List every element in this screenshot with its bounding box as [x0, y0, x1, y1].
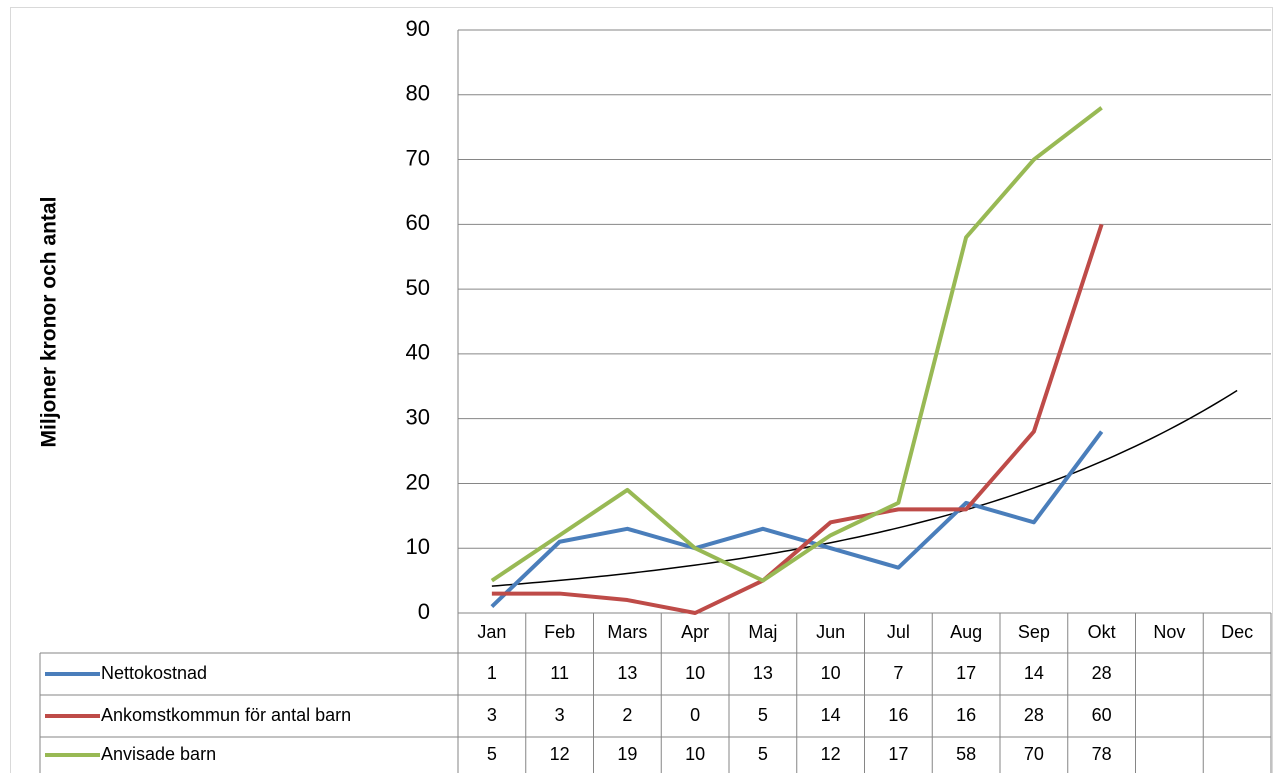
- table-value: 12: [550, 744, 570, 764]
- table-value: 28: [1092, 663, 1112, 683]
- y-tick-label: 30: [406, 404, 430, 429]
- y-tick-label: 60: [406, 210, 430, 235]
- table-value: 5: [487, 744, 497, 764]
- legend-label: Ankomstkommun för antal barn: [101, 705, 351, 725]
- x-tick-label: Sep: [1018, 622, 1050, 642]
- x-tick-label: Dec: [1221, 622, 1253, 642]
- x-tick-label: Maj: [748, 622, 777, 642]
- table-value: 78: [1092, 744, 1112, 764]
- table-value: 3: [487, 705, 497, 725]
- series-line: [491, 223, 1104, 615]
- series-line: [490, 430, 1104, 608]
- legend-label: Nettokostnad: [101, 663, 207, 683]
- table-value: 5: [758, 705, 768, 725]
- table-value: 11: [550, 663, 569, 683]
- series-line: [490, 106, 1103, 583]
- table-value: 70: [1024, 744, 1044, 764]
- x-tick-label: Jun: [816, 622, 845, 642]
- table-value: 0: [690, 705, 700, 725]
- table-value: 2: [622, 705, 632, 725]
- table-value: 58: [956, 744, 976, 764]
- y-tick-label: 90: [406, 16, 430, 41]
- y-tick-label: 50: [406, 275, 430, 300]
- legend-label: Anvisade barn: [101, 744, 216, 764]
- table-value: 13: [617, 663, 637, 683]
- x-tick-label: Okt: [1088, 622, 1116, 642]
- table-value: 17: [888, 744, 908, 764]
- table-value: 10: [685, 663, 705, 683]
- y-tick-label: 10: [406, 534, 430, 559]
- table-value: 17: [956, 663, 976, 683]
- x-tick-label: Apr: [681, 622, 709, 642]
- table-value: 16: [888, 705, 908, 725]
- table-value: 10: [821, 663, 841, 683]
- table-value: 3: [555, 705, 565, 725]
- table-value: 14: [821, 705, 841, 725]
- table-value: 10: [685, 744, 705, 764]
- x-tick-label: Aug: [950, 622, 982, 642]
- table-value: 1: [487, 663, 497, 683]
- x-tick-label: Jan: [477, 622, 506, 642]
- table-value: 16: [956, 705, 976, 725]
- x-tick-label: Feb: [544, 622, 575, 642]
- y-tick-label: 70: [406, 145, 430, 170]
- table-value: 13: [753, 663, 773, 683]
- y-axis-label: Miljoner kronor och antal: [38, 197, 61, 448]
- trendline: [491, 389, 1238, 587]
- table-value: 14: [1024, 663, 1044, 683]
- table-value: 5: [758, 744, 768, 764]
- y-tick-label: 80: [406, 81, 430, 106]
- table-value: 7: [893, 663, 903, 683]
- y-tick-label: 20: [406, 469, 430, 494]
- x-tick-label: Mars: [607, 622, 647, 642]
- y-tick-label: 0: [418, 599, 430, 624]
- table-value: 60: [1092, 705, 1112, 725]
- x-tick-label: Nov: [1153, 622, 1185, 642]
- y-tick-label: 40: [406, 340, 430, 365]
- x-tick-label: Jul: [887, 622, 910, 642]
- table-value: 28: [1024, 705, 1044, 725]
- table-value: 19: [617, 744, 637, 764]
- table-value: 12: [821, 744, 841, 764]
